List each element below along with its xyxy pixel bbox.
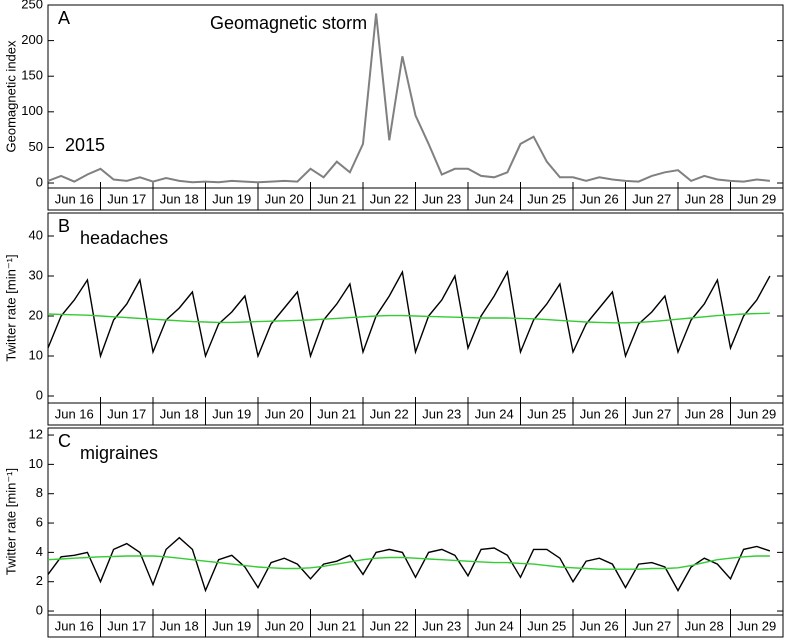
x-tick-label: Jun 25 <box>527 406 566 421</box>
x-tick-label: Jun 18 <box>160 191 199 206</box>
year-label: 2015 <box>65 135 105 155</box>
x-tick-label: Jun 23 <box>422 406 461 421</box>
x-tick-label: Jun 21 <box>317 191 356 206</box>
y-tick-label: 4 <box>36 544 43 559</box>
x-tick-label: Jun 22 <box>370 191 409 206</box>
x-tick-label: Jun 28 <box>685 618 724 633</box>
y-tick-label: 100 <box>21 103 43 118</box>
x-tick-label: Jun 18 <box>160 406 199 421</box>
series-line <box>47 312 770 324</box>
x-tick-label: Jun 21 <box>317 406 356 421</box>
series-line <box>47 269 771 359</box>
x-tick-label: Jun 17 <box>107 618 146 633</box>
x-tick-label: Jun 27 <box>632 618 671 633</box>
panel-label: A <box>58 8 70 28</box>
y-tick-label: 50 <box>29 139 43 154</box>
y-tick-label: 250 <box>21 0 43 11</box>
y-axis-label: Twitter rate [min⁻¹] <box>3 254 18 361</box>
x-tick-label: Jun 28 <box>685 406 724 421</box>
y-tick-label: 12 <box>29 426 43 441</box>
x-tick-label: Jun 25 <box>527 618 566 633</box>
x-tick-label: Jun 26 <box>580 618 619 633</box>
y-axis-label: Twitter rate [min⁻¹] <box>3 468 18 575</box>
x-tick-label: Jun 25 <box>527 191 566 206</box>
x-tick-label: Jun 22 <box>370 618 409 633</box>
series-line <box>47 13 771 184</box>
y-tick-label: 20 <box>29 307 43 322</box>
x-tick-label: Jun 26 <box>580 191 619 206</box>
x-tick-label: Jun 16 <box>55 191 94 206</box>
y-tick-label: 6 <box>36 514 43 529</box>
x-tick-label: Jun 29 <box>737 406 776 421</box>
x-tick-label: Jun 27 <box>632 406 671 421</box>
y-tick-label: 10 <box>29 347 43 362</box>
x-tick-label: Jun 19 <box>212 406 251 421</box>
y-tick-label: 0 <box>36 174 43 189</box>
y-tick-label: 30 <box>29 267 43 282</box>
panel-label: B <box>58 216 70 236</box>
x-tick-label: Jun 24 <box>475 406 514 421</box>
y-tick-label: 10 <box>29 456 43 471</box>
x-tick-label: Jun 23 <box>422 191 461 206</box>
y-tick-label: 150 <box>21 68 43 83</box>
x-tick-label: Jun 29 <box>737 618 776 633</box>
x-tick-label: Jun 28 <box>685 191 724 206</box>
x-tick-label: Jun 19 <box>212 618 251 633</box>
series-line <box>47 536 771 593</box>
y-tick-label: 40 <box>29 227 43 242</box>
x-tick-label: Jun 20 <box>265 191 304 206</box>
x-tick-label: Jun 17 <box>107 406 146 421</box>
x-tick-label: Jun 18 <box>160 618 199 633</box>
annotation: Geomagnetic storm <box>210 13 367 33</box>
x-tick-label: Jun 20 <box>265 618 304 633</box>
y-tick-label: 8 <box>36 485 43 500</box>
plot-frame <box>47 427 784 638</box>
y-tick-label: 2 <box>36 573 43 588</box>
panel-label: C <box>58 431 71 451</box>
x-tick-label: Jun 19 <box>212 191 251 206</box>
y-tick-label: 0 <box>36 602 43 617</box>
x-tick-label: Jun 29 <box>737 191 776 206</box>
y-tick-label: 200 <box>21 32 43 47</box>
series-line <box>47 555 770 570</box>
annotation: migraines <box>80 443 158 463</box>
x-tick-label: Jun 20 <box>265 406 304 421</box>
x-tick-label: Jun 24 <box>475 618 514 633</box>
y-tick-label: 0 <box>36 387 43 402</box>
x-tick-label: Jun 16 <box>55 406 94 421</box>
x-tick-label: Jun 16 <box>55 618 94 633</box>
x-tick-label: Jun 26 <box>580 406 619 421</box>
y-axis-label: Geomagnetic index <box>3 40 18 153</box>
x-tick-label: Jun 22 <box>370 406 409 421</box>
x-tick-label: Jun 21 <box>317 618 356 633</box>
x-tick-label: Jun 23 <box>422 618 461 633</box>
x-tick-label: Jun 27 <box>632 191 671 206</box>
annotation: headaches <box>80 228 168 248</box>
x-tick-label: Jun 24 <box>475 191 514 206</box>
x-tick-label: Jun 17 <box>107 191 146 206</box>
